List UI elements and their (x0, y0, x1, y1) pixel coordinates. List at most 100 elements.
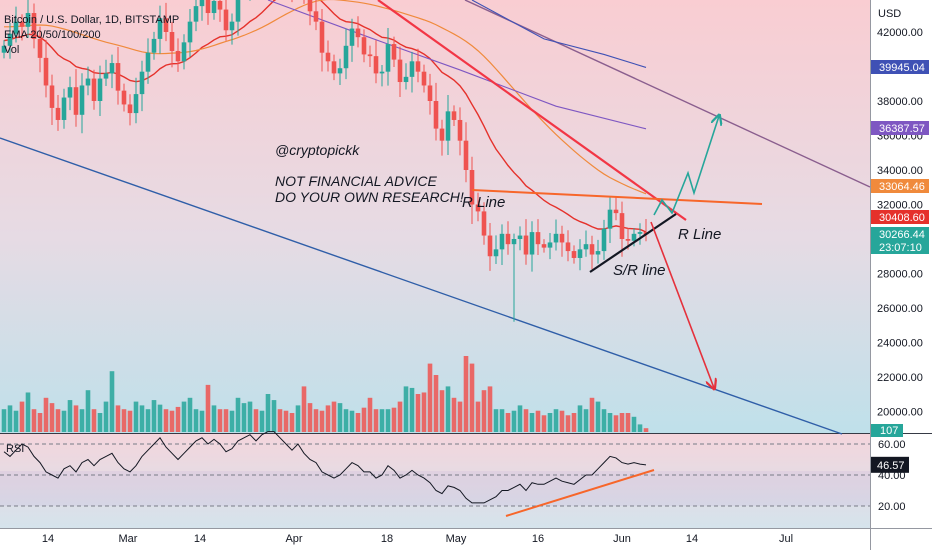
volume-bar (241, 403, 247, 432)
volume-bar (613, 415, 619, 432)
candle (7, 22, 13, 59)
volume-bar (535, 410, 541, 432)
candle (145, 38, 151, 84)
volume-bar (433, 375, 439, 432)
rsi-trendline (505, 469, 655, 517)
candle (319, 9, 325, 72)
candle (583, 230, 589, 257)
volume-bar (427, 363, 433, 432)
candle (379, 64, 385, 87)
candle (361, 29, 367, 63)
candle (55, 94, 61, 131)
volume-legend: Vol (4, 44, 19, 56)
volume-bar (415, 394, 421, 432)
candle (499, 224, 505, 266)
volume-bar (103, 401, 109, 432)
volume-bar (205, 384, 211, 432)
volume-bar (175, 406, 181, 432)
volume-bar (553, 409, 559, 432)
candle (355, 16, 361, 48)
candle (403, 63, 409, 90)
candle (343, 28, 349, 80)
candle (307, 0, 313, 26)
price-tag: 23:07:10 (871, 240, 929, 254)
candle (511, 233, 517, 322)
disclaimer-line-1: NOT FINANCIAL ADVICE (275, 173, 437, 189)
candle (313, 0, 319, 31)
volume-bar (55, 409, 61, 432)
time-tick-label: Jun (613, 533, 631, 545)
candle (595, 239, 601, 264)
rsi-last-tag: 46.57 (871, 456, 909, 473)
r-line-label-left: R Line (462, 194, 505, 211)
volume-bar (157, 404, 163, 432)
candle (481, 202, 487, 245)
candle (235, 0, 241, 36)
volume-bar (577, 405, 583, 432)
price-tag: 39945.04 (871, 60, 929, 74)
candle (535, 219, 541, 256)
rsi-line (3, 431, 647, 504)
volume-bar (79, 409, 85, 432)
candle (169, 21, 175, 68)
volume-bar (397, 401, 403, 432)
volume-bar (133, 401, 139, 432)
volume-bar (601, 409, 607, 432)
volume-bar (463, 356, 469, 432)
candle (181, 34, 187, 70)
red-descending-trendline (377, 0, 687, 221)
volume-bar (229, 410, 235, 432)
price-tag: 30408.60 (871, 210, 929, 224)
time-tick-label: Apr (285, 533, 302, 545)
candle (415, 48, 421, 83)
candle (115, 47, 121, 105)
volume-bar (307, 403, 313, 432)
orange-resistance-line (471, 189, 763, 205)
candle (121, 83, 127, 112)
volume-bar (259, 410, 265, 432)
volume-bar (625, 413, 631, 432)
candle (97, 65, 103, 117)
price-axis-background (870, 0, 932, 528)
candle (13, 6, 19, 43)
volume-bar (301, 386, 307, 432)
volume-bar (61, 410, 67, 432)
candle (445, 94, 451, 155)
volume-bar (43, 397, 49, 432)
volume-bar (325, 405, 331, 432)
volume-bar (595, 401, 601, 432)
time-tick-label: May (446, 533, 467, 545)
candle (451, 105, 457, 127)
volume-bar (253, 409, 259, 432)
volume-bar (25, 392, 31, 432)
candle (523, 219, 529, 265)
volume-bar (163, 409, 169, 432)
candle (397, 46, 403, 98)
svg-text:46.57: 46.57 (877, 460, 905, 472)
volume-bar (67, 400, 73, 432)
volume-bar (403, 386, 409, 432)
price-tick-label: 38000.00 (877, 96, 923, 108)
candle (157, 5, 163, 54)
candle (439, 119, 445, 156)
time-axis-ticks: 14 Mar 14 Apr 18 May 16 Jun 14 Jul (42, 533, 793, 545)
price-axis-tags: 39945.04 36387.57 33064.46 30408.60 30266.44… (871, 60, 929, 437)
candle (493, 235, 499, 265)
volume-bar (445, 386, 451, 432)
volume-bar (367, 397, 373, 432)
candle (61, 88, 67, 129)
volume-bar (541, 415, 547, 432)
disclaimer-line-2: DO YOUR OWN RESEARCH! (275, 189, 464, 205)
volume-bar (589, 397, 595, 432)
svg-text:23:07:10: 23:07:10 (879, 242, 922, 254)
volume-bar (145, 409, 151, 432)
green-projection-path (653, 116, 719, 216)
volume-bar (511, 410, 517, 432)
volume-bar (355, 413, 361, 432)
volume-bar (409, 387, 415, 432)
volume-bar (571, 413, 577, 432)
candle (613, 196, 619, 221)
candle (571, 245, 577, 264)
